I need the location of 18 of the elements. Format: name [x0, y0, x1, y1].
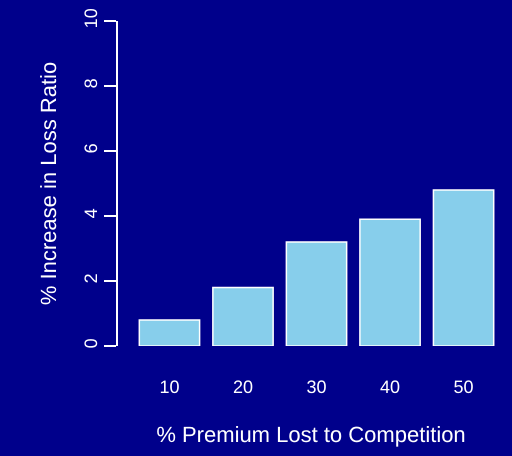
y-tick-label: 4 [80, 208, 101, 218]
bar [432, 189, 494, 346]
y-axis-title: % Increase in Loss Ratio [36, 62, 62, 306]
y-tick-label: 10 [80, 8, 101, 28]
x-tick-label: 20 [232, 377, 254, 397]
bar [138, 319, 200, 346]
x-tick-label: 30 [306, 377, 327, 397]
y-tick-label: 0 [80, 338, 101, 348]
bar [286, 241, 348, 346]
bar [212, 286, 274, 346]
x-axis-title: % Premium Lost to Competition [156, 422, 466, 447]
x-tick-label: 40 [380, 377, 400, 397]
bar [359, 218, 421, 346]
y-tick-label: 6 [80, 143, 101, 154]
y-tick-label: 8 [80, 78, 101, 88]
y-tick-label: 2 [80, 273, 101, 284]
x-tick-label: 10 [159, 377, 180, 397]
x-tick-label: 50 [454, 377, 474, 397]
